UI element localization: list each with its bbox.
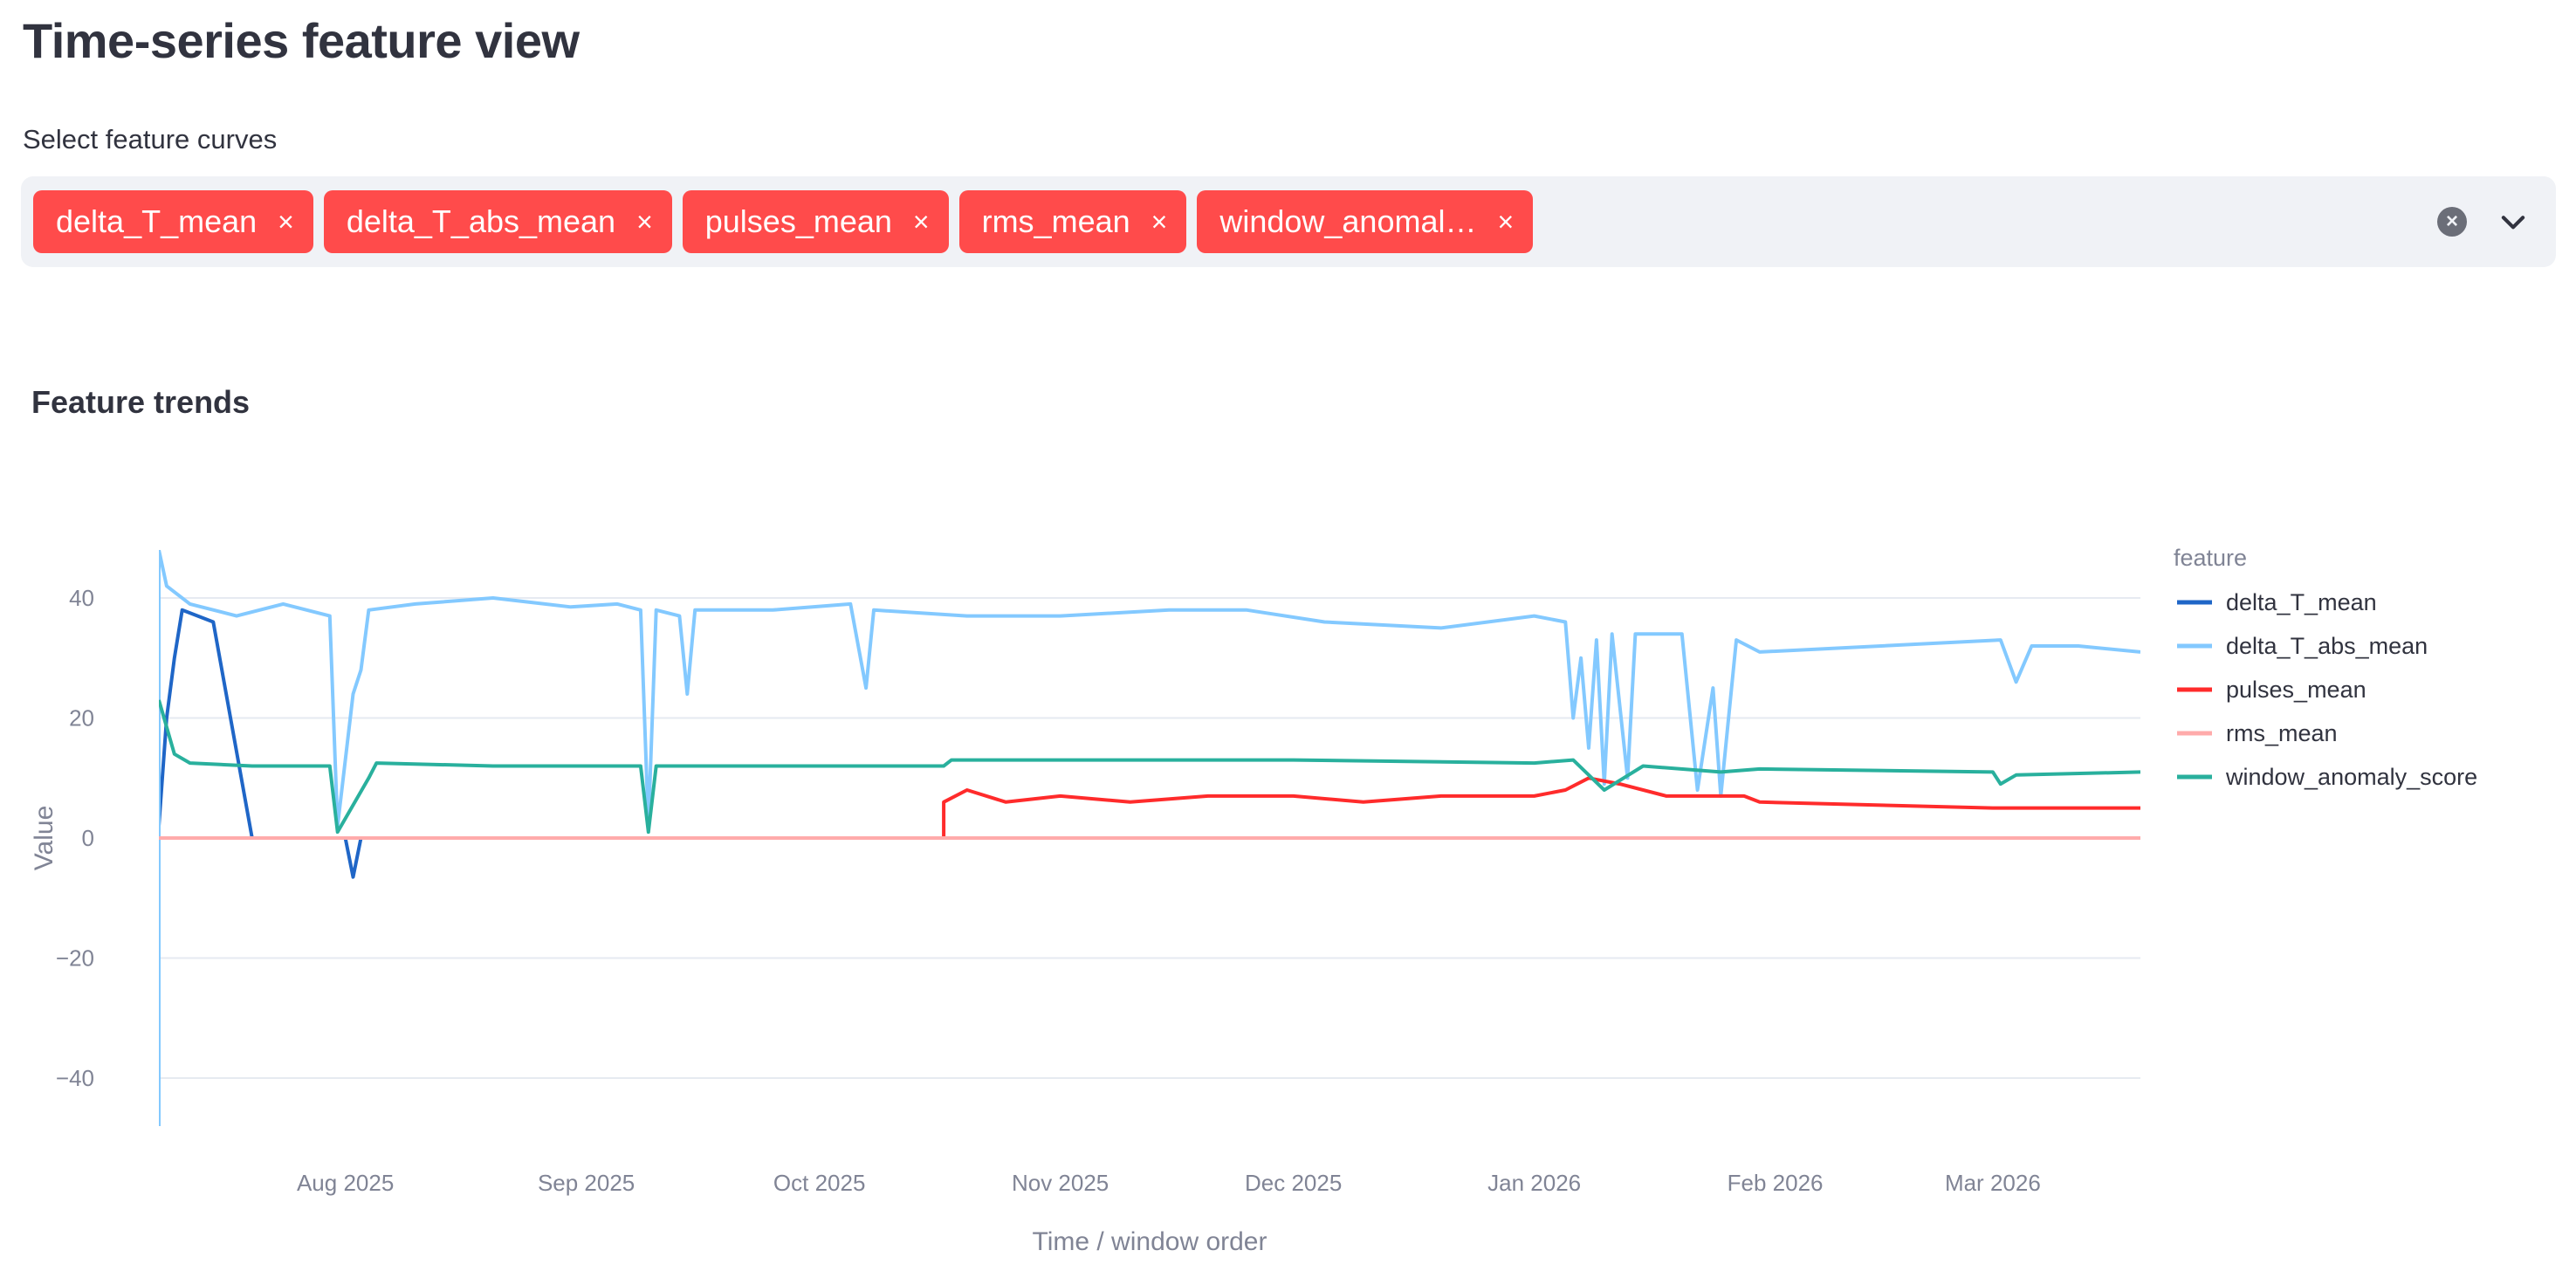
tag-label: delta_T_mean bbox=[56, 203, 258, 239]
x-tick-label: Oct 2025 bbox=[773, 1170, 866, 1196]
series-lines bbox=[159, 550, 2140, 1126]
chevron-down-icon[interactable] bbox=[2497, 205, 2530, 238]
series-line-window-anomaly-score bbox=[159, 699, 2140, 835]
selected-tag[interactable]: delta_T_mean × bbox=[33, 190, 313, 253]
x-tick-label: Feb 2026 bbox=[1728, 1170, 1824, 1196]
selected-tag[interactable]: rms_mean × bbox=[958, 190, 1187, 253]
x-tick-label: Nov 2025 bbox=[1012, 1170, 1109, 1196]
remove-tag-icon[interactable]: × bbox=[912, 206, 930, 237]
clear-all-icon[interactable]: × bbox=[2437, 207, 2467, 237]
remove-tag-icon[interactable]: × bbox=[1151, 206, 1168, 237]
x-tick-label: Dec 2025 bbox=[1245, 1170, 1342, 1196]
y-axis-title: Value bbox=[30, 806, 58, 871]
x-axis-title: Time / window order bbox=[1033, 1227, 1267, 1256]
legend-entry: delta_T_abs_mean bbox=[2226, 633, 2428, 659]
y-tick-label: 20 bbox=[69, 705, 94, 732]
y-tick-label: 0 bbox=[82, 825, 94, 851]
y-axis-ticks: −40 −20 0 20 40 bbox=[56, 585, 94, 1091]
selected-tag[interactable]: pulses_mean × bbox=[682, 190, 949, 253]
y-tick-label: −20 bbox=[56, 945, 94, 972]
chart-legend: feature delta_T_mean delta_T_abs_meanpuls… bbox=[2174, 545, 2477, 790]
tag-label: window_anomal… bbox=[1219, 203, 1477, 239]
series-line-delta-T-abs-mean bbox=[159, 550, 2140, 1126]
selected-tags: delta_T_mean × delta_T_abs_mean × pulses_mea… bbox=[33, 190, 1534, 253]
remove-tag-icon[interactable]: × bbox=[1497, 206, 1515, 237]
x-tick-label: Jan 2026 bbox=[1487, 1170, 1581, 1196]
remove-tag-icon[interactable]: × bbox=[636, 206, 653, 237]
legend-title: feature bbox=[2174, 545, 2247, 571]
x-axis-ticks: Aug 2025 Sep 2025 Oct 2025 Nov 2025 Dec 2025… bbox=[297, 1170, 2041, 1196]
y-tick-label: 40 bbox=[69, 585, 94, 611]
series-line-pulses-mean bbox=[159, 776, 2140, 840]
tag-label: pulses_mean bbox=[704, 203, 892, 239]
tag-label: rms_mean bbox=[981, 203, 1130, 239]
tag-label: delta_T_abs_mean bbox=[346, 203, 616, 239]
selected-tag[interactable]: delta_T_abs_mean × bbox=[323, 190, 672, 253]
x-tick-label: Mar 2026 bbox=[1945, 1170, 2041, 1196]
feature-select-label: Select feature curves bbox=[23, 124, 278, 155]
legend-entry: window_anomaly_score bbox=[2225, 764, 2477, 790]
page-title: Time-series feature view bbox=[23, 13, 580, 68]
x-tick-label: Aug 2025 bbox=[297, 1170, 394, 1196]
multiselect-controls: × bbox=[2437, 176, 2530, 267]
x-tick-label: Sep 2025 bbox=[538, 1170, 635, 1196]
feature-multiselect[interactable]: delta_T_mean × delta_T_abs_mean × pulses_mea… bbox=[21, 176, 2556, 267]
section-title: Feature trends bbox=[31, 384, 251, 420]
selected-tag[interactable]: window_anomal… × bbox=[1197, 190, 1534, 253]
y-tick-label: −40 bbox=[56, 1065, 94, 1091]
legend-entry: rms_mean bbox=[2226, 720, 2338, 746]
remove-tag-icon[interactable]: × bbox=[278, 206, 294, 237]
legend-entry: delta_T_mean bbox=[2226, 589, 2377, 615]
legend-entry: pulses_mean bbox=[2226, 677, 2366, 703]
